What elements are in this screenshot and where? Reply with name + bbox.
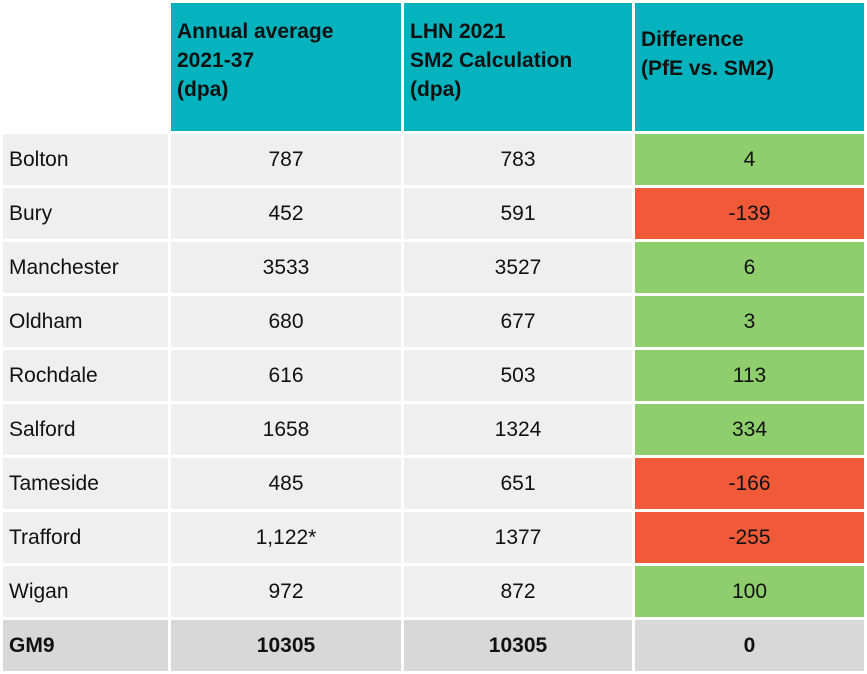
row-district-name: Tameside — [3, 458, 168, 509]
header-blank-cell — [3, 3, 168, 131]
row-district-name: Bolton — [3, 134, 168, 185]
table-row: Salford 1658 1324 334 — [3, 404, 864, 455]
row-difference: -166 — [635, 458, 864, 509]
header-lhn-line-3: (dpa) — [410, 78, 462, 101]
row-lhn-2021: 783 — [404, 134, 632, 185]
row-district-name: Rochdale — [3, 350, 168, 401]
header-annual-line-3: (dpa) — [177, 78, 229, 101]
row-difference: -139 — [635, 188, 864, 239]
row-difference: 6 — [635, 242, 864, 293]
total-annual-average: 10305 — [171, 620, 401, 671]
row-lhn-2021: 872 — [404, 566, 632, 617]
header-diff-line-1: Difference — [641, 28, 744, 51]
row-annual-average: 1,122* — [171, 512, 401, 563]
header-row: Annual average 2021-37 (dpa) LHN 2021 SM… — [3, 3, 864, 131]
row-district-name: Wigan — [3, 566, 168, 617]
total-difference: 0 — [635, 620, 864, 671]
row-annual-average: 1658 — [171, 404, 401, 455]
table-body: Bolton 787 783 4 Bury 452 591 -139 Manchester 353… — [3, 134, 864, 671]
row-lhn-2021: 1377 — [404, 512, 632, 563]
header-annual-average: Annual average 2021-37 (dpa) — [171, 3, 401, 131]
row-annual-average: 3533 — [171, 242, 401, 293]
row-lhn-2021: 3527 — [404, 242, 632, 293]
table-row: Oldham 680 677 3 — [3, 296, 864, 347]
total-name: GM9 — [3, 620, 168, 671]
header-annual-line-2: 2021-37 — [177, 49, 255, 72]
row-difference: 4 — [635, 134, 864, 185]
row-lhn-2021: 677 — [404, 296, 632, 347]
row-annual-average: 680 — [171, 296, 401, 347]
row-district-name: Trafford — [3, 512, 168, 563]
table-row: Bolton 787 783 4 — [3, 134, 864, 185]
row-district-name: Salford — [3, 404, 168, 455]
table-row: Trafford 1,122* 1377 -255 — [3, 512, 864, 563]
total-row: GM9 10305 10305 0 — [3, 620, 864, 671]
row-difference: 100 — [635, 566, 864, 617]
total-lhn-2021: 10305 — [404, 620, 632, 671]
table-row: Wigan 972 872 100 — [3, 566, 864, 617]
row-annual-average: 452 — [171, 188, 401, 239]
table-row: Rochdale 616 503 113 — [3, 350, 864, 401]
table-row: Bury 452 591 -139 — [3, 188, 864, 239]
row-lhn-2021: 651 — [404, 458, 632, 509]
row-lhn-2021: 591 — [404, 188, 632, 239]
header-lhn-line-2: SM2 Calculation — [410, 49, 573, 72]
header-difference: Difference (PfE vs. SM2) — [635, 3, 864, 131]
row-difference: 334 — [635, 404, 864, 455]
row-difference: -255 — [635, 512, 864, 563]
row-annual-average: 616 — [171, 350, 401, 401]
row-annual-average: 972 — [171, 566, 401, 617]
header-annual-line-1: Annual average — [177, 20, 334, 43]
header-lhn-line-1: LHN 2021 — [410, 20, 506, 43]
table-row: Manchester 3533 3527 6 — [3, 242, 864, 293]
row-lhn-2021: 503 — [404, 350, 632, 401]
row-annual-average: 787 — [171, 134, 401, 185]
table-row: Tameside 485 651 -166 — [3, 458, 864, 509]
row-district-name: Manchester — [3, 242, 168, 293]
row-annual-average: 485 — [171, 458, 401, 509]
row-lhn-2021: 1324 — [404, 404, 632, 455]
row-district-name: Oldham — [3, 296, 168, 347]
row-district-name: Bury — [3, 188, 168, 239]
header-lhn-2021: LHN 2021 SM2 Calculation (dpa) — [404, 3, 632, 131]
row-difference: 3 — [635, 296, 864, 347]
row-difference: 113 — [635, 350, 864, 401]
header-diff-line-2: (PfE vs. SM2) — [641, 57, 775, 80]
